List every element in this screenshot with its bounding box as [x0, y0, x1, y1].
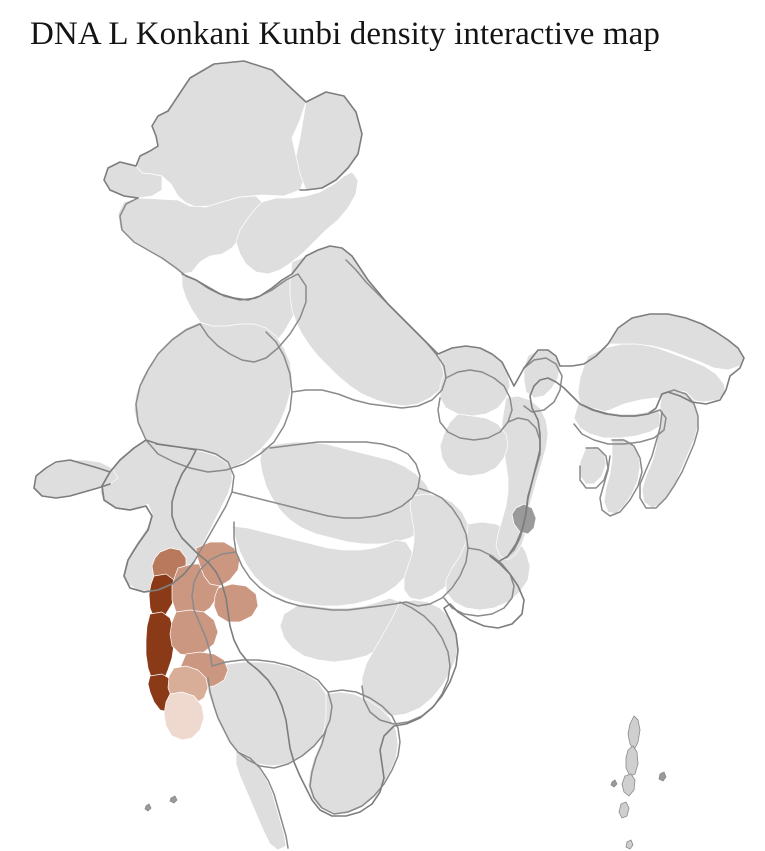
andaman-island[interactable]	[622, 774, 635, 796]
district-shape[interactable]	[604, 438, 640, 514]
district-shape[interactable]	[438, 346, 510, 416]
district-shape[interactable]	[524, 350, 560, 398]
national-border	[186, 246, 524, 386]
district-shape[interactable]	[642, 390, 698, 508]
national-border	[104, 111, 168, 198]
national-border	[34, 460, 110, 498]
state-boundary	[192, 552, 236, 666]
state-boundary	[640, 390, 698, 508]
district-shape[interactable]	[236, 172, 358, 274]
district-goa[interactable]	[164, 692, 204, 740]
district-shape[interactable]	[574, 404, 662, 438]
island-groups	[145, 716, 666, 851]
state-boundary	[310, 690, 400, 814]
lakshadweep-island[interactable]	[145, 804, 151, 811]
district-solapur[interactable]	[214, 584, 258, 622]
district-shape[interactable]	[134, 322, 292, 470]
page-title: DNA L Konkani Kunbi density interactive …	[30, 16, 660, 52]
state-boundary	[444, 548, 514, 616]
andaman-island[interactable]	[628, 716, 640, 750]
state-boundary	[600, 440, 642, 516]
national-border	[490, 378, 662, 562]
state-boundary	[200, 274, 306, 362]
india-density-map[interactable]	[0, 56, 765, 851]
state-boundary	[208, 660, 332, 768]
lakshadweep-island[interactable]	[170, 796, 177, 803]
national-border	[172, 450, 248, 662]
map-canvas[interactable]	[0, 56, 765, 851]
district-shape[interactable]	[290, 246, 446, 406]
state-boundary	[580, 448, 608, 488]
district-shape[interactable]	[260, 442, 434, 544]
nicobar-island[interactable]	[626, 840, 633, 849]
andaman-island[interactable]	[626, 746, 638, 776]
small-island[interactable]	[659, 772, 666, 781]
national-border	[248, 556, 524, 816]
district-satara[interactable]	[170, 610, 218, 656]
district-shape[interactable]	[440, 414, 508, 476]
state-boundary	[232, 442, 420, 518]
state-boundary	[234, 522, 406, 610]
district-ratnagiri[interactable]	[146, 612, 174, 684]
nicobar-island[interactable]	[619, 802, 629, 818]
national-border	[524, 314, 744, 404]
state-boundary	[524, 358, 562, 412]
state-boundary	[238, 752, 288, 848]
small-island[interactable]	[611, 780, 617, 787]
national-border	[168, 61, 362, 190]
national-border	[102, 440, 196, 592]
district-shape[interactable]	[496, 396, 548, 560]
state-boundary	[136, 324, 292, 472]
state-boundary	[120, 198, 186, 276]
state-boundary	[362, 602, 450, 724]
national-outline	[34, 61, 744, 816]
state-boundary	[406, 488, 468, 606]
district-shape[interactable]	[208, 662, 330, 766]
base-landmass	[34, 61, 744, 850]
